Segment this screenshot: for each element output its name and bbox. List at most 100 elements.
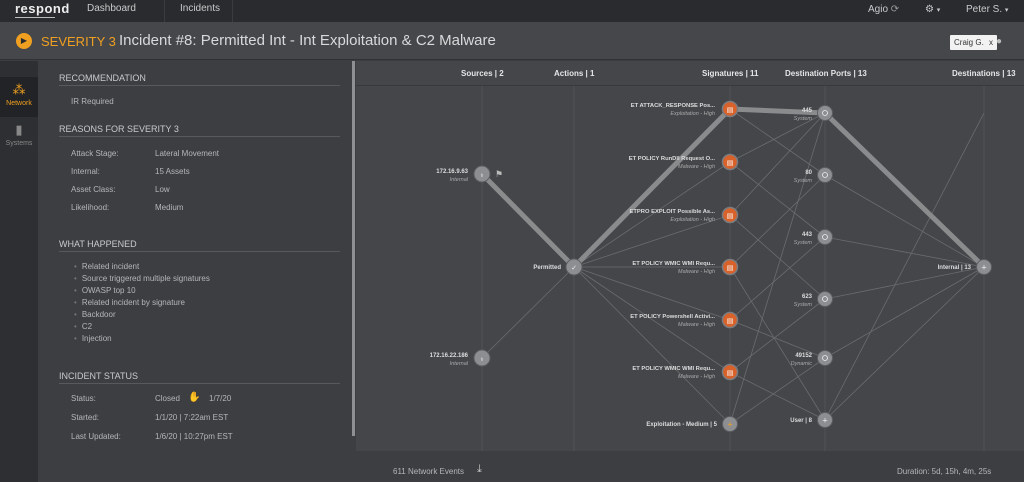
port-node[interactable]: 445 System <box>794 105 833 123</box>
svg-text:Exploitation - High: Exploitation - High <box>670 217 715 223</box>
status-value: Closed <box>155 394 180 403</box>
svg-text:Internal | 13: Internal | 13 <box>938 265 972 271</box>
reason-label: Attack Stage: <box>71 149 119 158</box>
pin-icon: ♁ <box>479 172 484 179</box>
network-events-count: 611 Network Events <box>393 467 464 476</box>
user-menu[interactable]: Peter S. ▾ <box>966 4 1008 15</box>
file-icon: ▤ <box>727 265 734 272</box>
actions-header: Actions | 1 <box>554 69 595 78</box>
source-node[interactable]: ♁ 172.16.9.63 Internal ⚑ <box>436 165 503 183</box>
svg-text:49152: 49152 <box>795 353 812 359</box>
nav-incidents-label: Incidents <box>180 3 221 14</box>
signature-node[interactable]: ▤ ET POLICY WMIC WMI Requ... Malware - H… <box>632 363 739 381</box>
list-item: Injection <box>74 334 112 343</box>
nav-systems-label: Systems <box>5 140 33 147</box>
signature-node[interactable]: ▤ ET POLICY WMIC WMI Requ... Malware - H… <box>632 258 739 276</box>
header-divider <box>356 85 1024 86</box>
signature-node[interactable]: ▤ ET POLICY Powershell Activi... Malware… <box>630 311 739 329</box>
port-node[interactable]: 443 System <box>794 229 833 247</box>
tenant-name: Agio <box>868 4 889 15</box>
signature-node[interactable]: ▤ ET POLICY RunDll Request O... Malware … <box>629 153 739 171</box>
reason-value: Lateral Movement <box>155 149 220 158</box>
download-icon[interactable]: ⤓ <box>477 463 482 475</box>
remove-assignee-button[interactable]: x <box>989 38 994 47</box>
nav-dashboard[interactable]: Dashboard ⤢ <box>75 0 165 32</box>
tenant-selector[interactable]: Agio ⟳ <box>868 4 899 15</box>
incident-status-heading: INCIDENT STATUS <box>59 371 340 384</box>
signatures-header: Signatures | 11 <box>702 69 759 78</box>
reason-value: 15 Assets <box>155 167 190 176</box>
source-node[interactable]: ♁ 172.16.22.186 Internal <box>430 349 491 367</box>
check-icon: ✓ <box>571 265 577 272</box>
network-icon: ⁂ <box>12 82 26 97</box>
sources-header: Sources | 2 <box>461 69 504 78</box>
destination-node[interactable]: + Internal | 13 <box>938 259 992 275</box>
list-item: Related incident by signature <box>74 298 185 307</box>
svg-text:Malware - High: Malware - High <box>678 269 715 275</box>
server-icon: ▮ <box>15 122 23 137</box>
svg-text:Internal: Internal <box>450 177 469 183</box>
list-item: Backdoor <box>74 310 116 319</box>
settings-menu[interactable]: ⚙ ▾ <box>925 4 940 15</box>
flag-icon: ⚑ <box>495 169 503 179</box>
file-icon: ▤ <box>727 213 734 220</box>
signature-node[interactable]: ▤ ET ATTACK_RESPONSE Pos... Exploitation… <box>631 100 739 118</box>
side-nav: ⁂ Network ▮ Systems <box>0 61 38 482</box>
flow-graph: ♁ 172.16.9.63 Internal ⚑ ♁ 172.16.22.186… <box>430 86 992 451</box>
reason-label: Asset Class: <box>71 185 116 194</box>
nav-dashboard-label: Dashboard <box>87 3 136 14</box>
svg-text:Dynamic: Dynamic <box>791 361 813 367</box>
svg-text:User | 8: User | 8 <box>790 418 812 424</box>
svg-text:ET POLICY RunDll Request O...: ET POLICY RunDll Request O... <box>629 156 716 162</box>
nav-network-label: Network <box>6 100 32 107</box>
destination-ports-header: Destination Ports | 13 <box>785 69 867 78</box>
svg-text:80: 80 <box>805 170 812 176</box>
svg-text:172.16.22.186: 172.16.22.186 <box>430 353 469 359</box>
reason-label: Likelihood: <box>71 203 110 212</box>
signature-group-node[interactable]: + Exploitation - Medium | 5 <box>646 416 738 432</box>
duration-label: Duration: 5d, 15h, 4m, 25s <box>897 467 992 476</box>
play-icon[interactable]: ▶ <box>16 33 32 49</box>
thumbs-down-icon[interactable]: ✋ <box>188 392 201 403</box>
assignee-name: Craig G. <box>954 38 984 47</box>
started-label: Started: <box>71 413 100 422</box>
assign-user-icon[interactable]: ● <box>996 36 1003 47</box>
plus-icon: + <box>981 263 986 273</box>
list-item: Related incident <box>74 262 139 271</box>
nav-systems[interactable]: ▮ Systems <box>0 117 38 157</box>
respond-logo[interactable]: respond <box>15 1 70 16</box>
gear-icon[interactable]: ⚙ <box>925 4 934 15</box>
destinations-header: Destinations | 13 <box>952 69 1016 78</box>
refresh-icon[interactable]: ⟳ <box>890 4 900 15</box>
recommendation-value: IR Required <box>71 97 114 106</box>
top-bar: respond Dashboard ⤢ Incidents Agio ⟳ ⚙ ▾… <box>0 0 1024 32</box>
user-name: Peter S. <box>966 4 1003 15</box>
incident-details-panel: RECOMMENDATION IR Required REASONS FOR S… <box>38 61 350 482</box>
pin-icon: ♁ <box>479 356 484 363</box>
svg-text:ET POLICY Powershell Activi...: ET POLICY Powershell Activi... <box>630 314 715 320</box>
svg-text:ETPRO EXPLOIT Possible As...: ETPRO EXPLOIT Possible As... <box>630 209 716 215</box>
panel-scrollbar[interactable] <box>352 61 355 436</box>
port-node[interactable]: 80 System <box>794 167 833 185</box>
recommendation-heading: RECOMMENDATION <box>59 73 340 86</box>
svg-text:Permitted: Permitted <box>533 265 561 271</box>
svg-text:ET POLICY WMIC WMI Requ...: ET POLICY WMIC WMI Requ... <box>632 261 715 267</box>
svg-text:ET ATTACK_RESPONSE Pos...: ET ATTACK_RESPONSE Pos... <box>631 103 716 109</box>
port-group-node[interactable]: + User | 8 <box>790 412 833 428</box>
svg-text:ET POLICY WMIC WMI Requ...: ET POLICY WMIC WMI Requ... <box>632 366 715 372</box>
graph-footer: 611 Network Events ⤓ Duration: 5d, 15h, … <box>356 451 1024 482</box>
incident-header: ▶ SEVERITY 3 Incident #8: Permitted Int … <box>0 22 1024 60</box>
logo-underline <box>15 17 55 18</box>
nav-network[interactable]: ⁂ Network <box>0 77 38 117</box>
chevron-down-icon: ▾ <box>1004 7 1009 14</box>
plus-icon: + <box>727 420 732 430</box>
assignee-tag[interactable]: Craig G. x <box>950 35 998 50</box>
nav-incidents[interactable]: Incidents <box>168 0 234 22</box>
action-node[interactable]: ✓ Permitted <box>533 258 583 276</box>
svg-text:System: System <box>794 302 813 308</box>
file-icon: ▤ <box>727 370 734 377</box>
port-node[interactable]: 623 System <box>794 291 833 309</box>
signature-node[interactable]: ▤ ETPRO EXPLOIT Possible As... Exploitat… <box>630 206 739 224</box>
port-node[interactable]: 49152 Dynamic <box>791 350 833 368</box>
what-happened-heading: WHAT HAPPENED <box>59 239 340 252</box>
